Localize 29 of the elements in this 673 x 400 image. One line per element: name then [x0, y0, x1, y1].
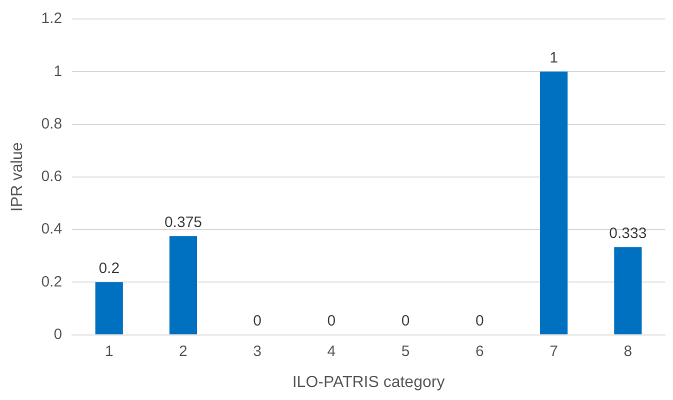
data-label: 0 [327, 312, 336, 330]
x-tick-label: 7 [550, 342, 558, 360]
x-tick-label: 2 [179, 342, 188, 360]
data-label: 0 [253, 312, 262, 330]
data-label: 0 [401, 312, 410, 330]
bar [169, 236, 198, 334]
bar [95, 282, 123, 334]
y-tick-label: 0 [54, 326, 62, 343]
y-tick-label: 0.6 [41, 168, 62, 186]
bar [614, 247, 642, 334]
x-tick-label: 3 [253, 342, 262, 360]
y-tick-label: 1.2 [41, 10, 62, 28]
x-tick-label: 1 [104, 342, 114, 360]
x-axis-title: ILO-PATRIS category [292, 374, 445, 391]
y-axis-title: IPR value [9, 142, 26, 212]
bar [540, 72, 568, 334]
y-tick-label: 0.8 [41, 115, 62, 132]
x-tick-label: 6 [476, 342, 484, 360]
data-label: 0 [476, 312, 484, 330]
y-tick-label: 0.4 [41, 220, 62, 238]
y-tick-label: 0.2 [41, 273, 62, 290]
data-label: 0.375 [164, 214, 202, 231]
x-tick-label: 4 [327, 342, 336, 360]
x-tick-label: 5 [401, 342, 410, 360]
x-tick-label: 8 [624, 342, 632, 360]
data-label: 0.2 [98, 260, 120, 277]
data-label: 0.333 [609, 224, 647, 242]
y-tick-label: 1 [54, 62, 62, 80]
data-label: 1 [550, 49, 558, 66]
